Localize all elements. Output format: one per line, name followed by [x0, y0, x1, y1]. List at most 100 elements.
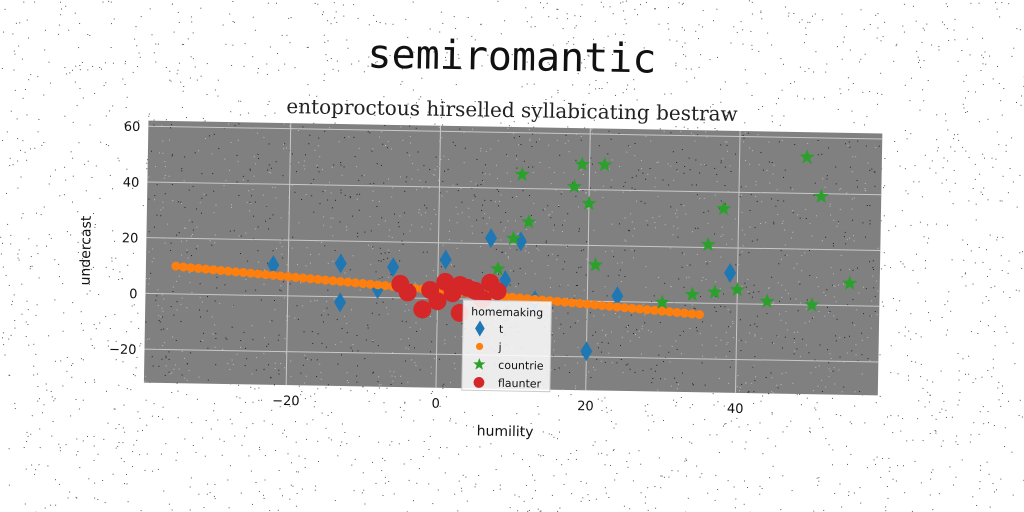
point-j	[193, 263, 203, 273]
point-t	[334, 292, 347, 313]
point-countrie	[684, 286, 700, 302]
x-tick-label: 0	[431, 397, 440, 412]
point-j	[694, 310, 704, 320]
point-j	[350, 278, 360, 288]
point-countrie	[566, 178, 582, 194]
point-t	[484, 228, 497, 249]
point-j	[223, 266, 233, 276]
point-j	[657, 306, 667, 316]
legend: homemaking tj countrie flaunter	[461, 299, 552, 393]
point-countrie	[804, 297, 820, 312]
data-marks	[171, 149, 858, 362]
x-tick-label: −20	[272, 394, 300, 409]
point-j	[560, 297, 570, 307]
point-countrie	[799, 149, 815, 164]
point-j	[201, 264, 211, 274]
point-j	[515, 293, 525, 303]
point-j	[358, 279, 368, 289]
y-grid-line	[146, 237, 881, 251]
point-j	[605, 301, 615, 311]
legend-box	[461, 299, 552, 393]
point-flaunter	[428, 292, 447, 311]
point-j	[642, 305, 652, 315]
point-t	[334, 253, 347, 274]
y-grid-line	[147, 181, 882, 196]
point-j	[575, 299, 585, 309]
x-axis-label: humility	[477, 423, 534, 440]
point-j	[208, 265, 218, 275]
point-j	[171, 261, 181, 271]
point-j	[268, 270, 278, 280]
legend-marker	[475, 342, 484, 351]
point-countrie	[587, 257, 604, 272]
point-countrie	[574, 156, 590, 171]
point-j	[687, 309, 697, 319]
point-countrie	[759, 293, 775, 309]
point-j	[597, 301, 607, 311]
point-countrie	[597, 156, 613, 172]
point-j	[582, 299, 592, 309]
point-j	[380, 281, 390, 291]
point-j	[246, 268, 256, 278]
point-t	[439, 249, 452, 270]
x-grid-line	[285, 123, 292, 386]
point-j	[320, 275, 330, 285]
point-t	[387, 257, 400, 278]
point-j	[664, 307, 674, 317]
legend-item: t	[475, 320, 504, 337]
point-j	[365, 279, 375, 289]
legend-item: j	[475, 341, 502, 354]
legend-label: flaunter	[498, 377, 542, 391]
point-j	[679, 308, 689, 318]
point-t	[580, 341, 593, 362]
plot-area	[143, 120, 883, 396]
point-j	[291, 272, 301, 282]
point-t	[724, 262, 737, 283]
point-j	[620, 303, 630, 313]
point-j	[253, 269, 263, 279]
point-j	[261, 270, 271, 280]
legend-marker	[473, 358, 486, 370]
y-tick-label: 20	[122, 231, 139, 246]
point-j	[635, 304, 645, 314]
point-j	[552, 296, 562, 306]
x-grid-line	[734, 130, 741, 393]
point-t	[267, 254, 280, 275]
y-tick-label: 60	[124, 120, 141, 135]
point-j	[627, 303, 637, 313]
y-axis-label: undercast	[78, 215, 95, 286]
legend-label: t	[499, 323, 504, 336]
point-flaunter	[413, 300, 432, 319]
legend-label: countrie	[498, 359, 544, 373]
point-countrie	[654, 294, 670, 310]
point-j	[335, 276, 345, 286]
legend-marker	[473, 377, 485, 388]
legend-item: flaunter	[473, 377, 542, 391]
legend-marker	[475, 320, 485, 337]
point-j	[186, 263, 196, 273]
y-tick-label: −20	[109, 343, 137, 358]
point-flaunter	[398, 283, 417, 302]
point-j	[238, 268, 248, 278]
legend-item: countrie	[473, 358, 544, 373]
point-j	[298, 273, 308, 283]
point-countrie	[505, 230, 522, 246]
point-t	[611, 286, 624, 307]
point-j	[567, 298, 577, 308]
legend-title: homemaking	[471, 305, 543, 319]
legend-label: j	[497, 341, 501, 354]
point-j	[343, 277, 353, 287]
y-tick-label: 0	[129, 287, 138, 302]
point-j	[612, 302, 622, 312]
point-countrie	[729, 281, 745, 297]
point-j	[650, 305, 660, 315]
point-countrie	[813, 188, 829, 204]
point-t	[514, 231, 527, 252]
x-grid-line	[435, 125, 442, 388]
point-j	[276, 271, 286, 281]
tick-labels: −20 0 20 40 −20 0 20 40 60	[109, 120, 744, 417]
point-j	[373, 280, 383, 290]
point-countrie	[700, 236, 716, 252]
point-countrie	[716, 200, 732, 216]
